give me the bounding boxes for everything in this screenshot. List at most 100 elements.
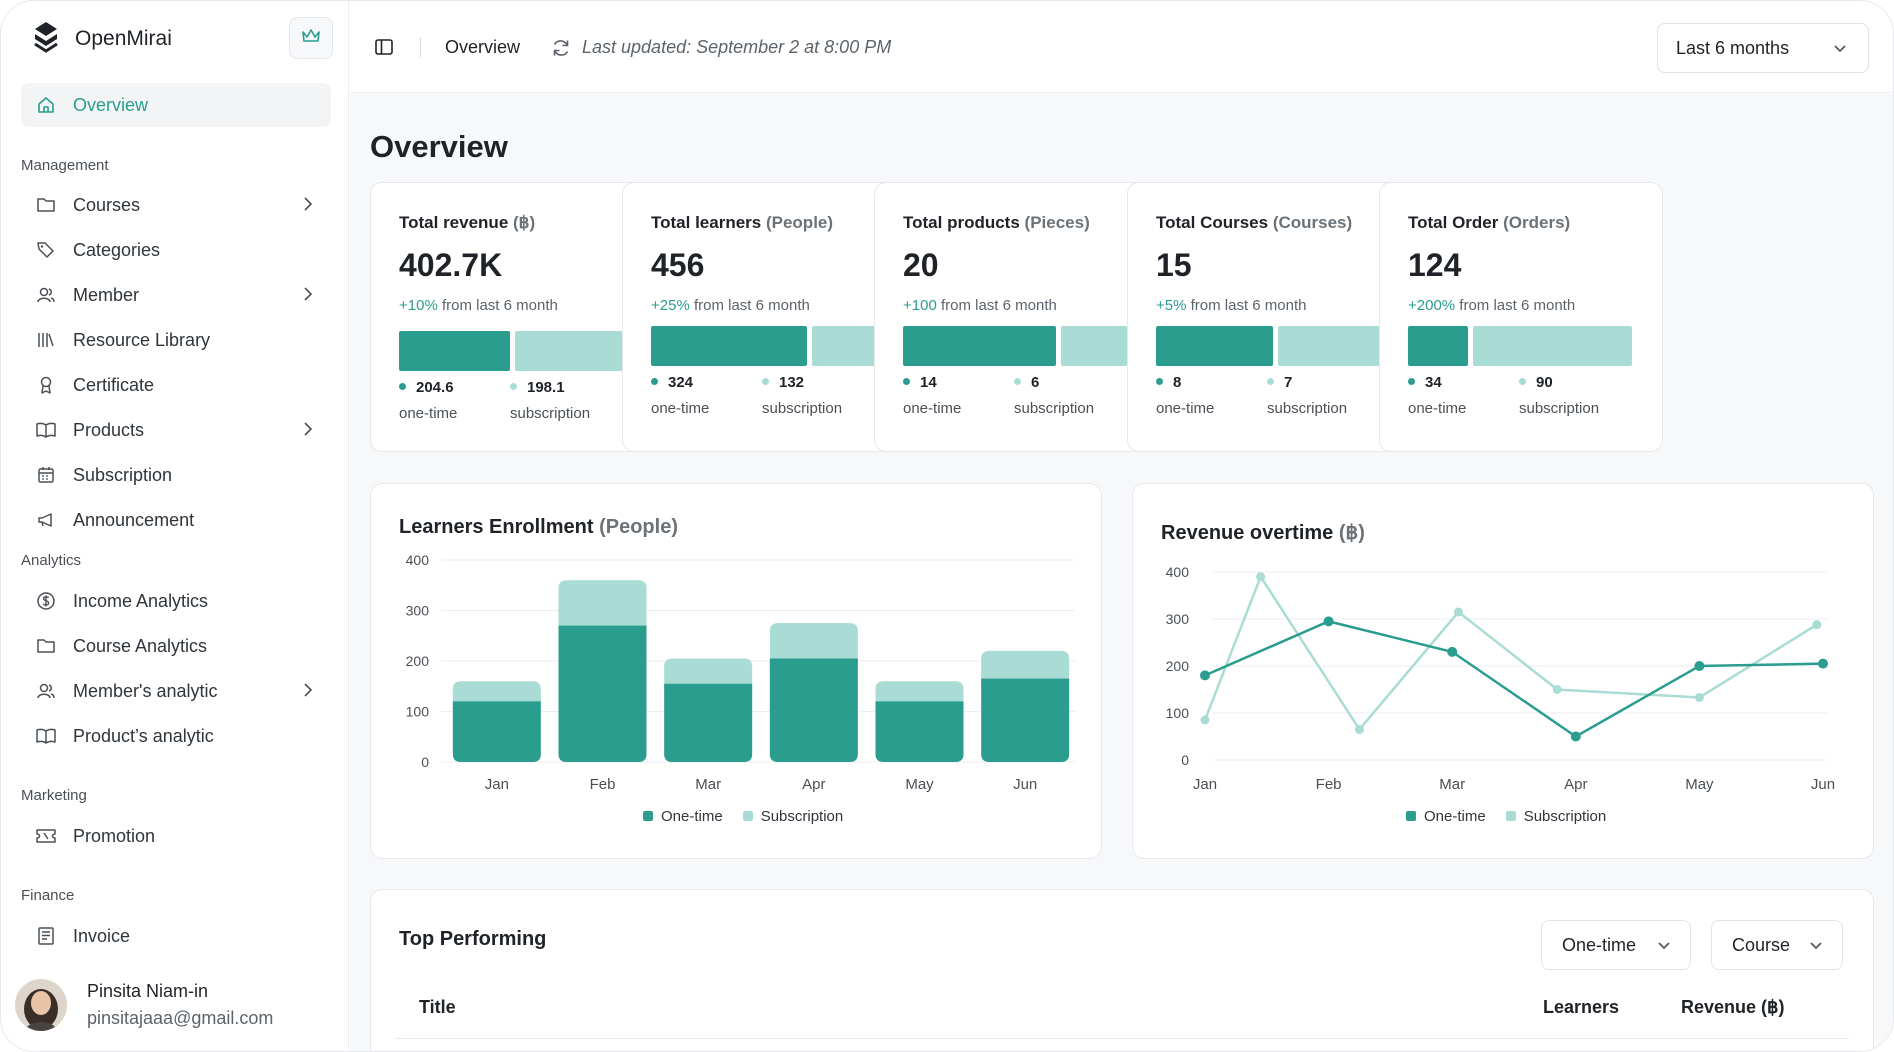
sidebar-item-certificate[interactable]: Certificate (21, 363, 331, 407)
point-subscription[interactable] (1812, 620, 1822, 630)
legend-subscription: Subscription (742, 808, 843, 825)
users-icon (35, 284, 57, 306)
section-finance: Finance (21, 887, 75, 904)
sidebar-item-overview[interactable]: Overview (21, 83, 331, 127)
sidebar-item-products[interactable]: Products (21, 408, 331, 452)
kpi-split-bar (1408, 326, 1632, 366)
refresh-icon[interactable] (550, 37, 572, 64)
sidebar-item-categories[interactable]: Categories (21, 228, 331, 272)
x-tick-label: Jan (485, 776, 509, 793)
users-icon (35, 680, 57, 702)
kpi-change-percent: +200% (1408, 297, 1456, 314)
sidebar-item-invoice[interactable]: Invoice (21, 914, 331, 958)
sidebar-item-course-analytics[interactable]: Course Analytics (21, 624, 331, 668)
divider (420, 37, 421, 57)
sidebar-item-label: Certificate (73, 374, 155, 395)
column-header-revenue[interactable]: Revenue (฿) (1681, 997, 1785, 1017)
sidebar-item-resource-library[interactable]: Resource Library (21, 318, 331, 362)
point-subscription[interactable] (1355, 724, 1364, 734)
avatar (15, 979, 67, 1031)
kpi-title: Total revenue (฿) (399, 213, 535, 233)
point-subscription[interactable] (1552, 685, 1562, 694)
sidebar-item-announcement[interactable]: Announcement (21, 498, 331, 542)
kpi-one-time-label: one-time (399, 405, 458, 422)
bar-one-time[interactable] (452, 701, 541, 762)
sidebar-item-subscription[interactable]: Subscription (21, 453, 331, 497)
chart-title: Learners Enrollment (People) (399, 516, 678, 539)
kpi-change: +100 from last 6 month (903, 297, 1057, 314)
column-header-learners[interactable]: Learners (1543, 997, 1620, 1017)
brand[interactable]: OpenMirai (29, 19, 172, 59)
top-performing-card: Top Performing One-time Course Title Lea… (370, 889, 1874, 1051)
point-one-time[interactable] (1694, 661, 1705, 671)
tag-icon (35, 239, 57, 261)
point-subscription[interactable] (1694, 692, 1704, 702)
bar-subscription[interactable] (769, 623, 858, 667)
kpi-legend-one-time: 8 one-time (1156, 374, 1214, 417)
sidebar-item-courses[interactable]: Courses (21, 183, 331, 227)
folder-icon (35, 635, 57, 657)
user-profile[interactable]: Pinsita Niam-in pinsitajaaa@gmail.com (15, 979, 273, 1031)
kpi-title-unit: (Courses) (1272, 213, 1353, 232)
date-range-select[interactable]: Last 6 months (1657, 23, 1869, 73)
point-subscription[interactable] (1200, 715, 1210, 725)
kpi-value: 15 (1156, 247, 1192, 283)
sidebar-item-products-analytic[interactable]: Product’s analytic (21, 714, 331, 758)
sidebar-item-income-analytics[interactable]: Income Analytics (21, 579, 331, 623)
kpi-one-time-value: 204.6 (416, 379, 454, 396)
user-email: pinsitajaaa@gmail.com (87, 1008, 274, 1028)
total-learners-card: Total learners (People) 456 +25% from last… (622, 182, 906, 452)
revenue-overtime-card: Revenue overtime (฿) 0 100 200 300 400 Jan Feb… (1132, 483, 1874, 859)
sidebar-item-label: Overview (73, 94, 149, 115)
point-subscription[interactable] (1256, 572, 1266, 582)
kpi-change: +25% from last 6 month (651, 297, 810, 314)
kind-filter-select[interactable]: Course (1711, 920, 1843, 970)
bar-one-time[interactable] (769, 658, 858, 762)
bar-one-time[interactable] (558, 625, 647, 762)
kpi-legend-subscription: 90 subscription (1519, 374, 1599, 417)
bar-subscription[interactable] (664, 658, 753, 692)
point-subscription[interactable] (1453, 607, 1463, 617)
dollar-circle-icon (35, 590, 57, 612)
kpi-legend-one-time: 204.6 one-time (399, 379, 457, 422)
type-filter-select[interactable]: One-time (1541, 920, 1691, 970)
sidebar-item-promotion[interactable]: Promotion (21, 814, 331, 858)
bar-one-time[interactable] (981, 678, 1070, 762)
chevron-down-icon (1656, 937, 1672, 958)
x-tick-label: May (1685, 776, 1714, 793)
ticket-icon (35, 825, 57, 847)
bar-one-time[interactable] (875, 701, 964, 762)
kpi-bar-one-time (399, 331, 510, 371)
bar-subscription[interactable] (558, 580, 647, 634)
sidebar-toggle-icon[interactable] (374, 37, 394, 62)
point-one-time[interactable] (1323, 616, 1334, 627)
main-content: Overview Total revenue (฿) 402.7K +10% fro… (350, 94, 1893, 1051)
kpi-title-unit: (฿) (513, 213, 536, 232)
kpi-change-text: from last 6 month (1186, 297, 1307, 314)
x-tick-label: Jun (1013, 776, 1037, 793)
column-header-title[interactable]: Title (419, 997, 456, 1017)
kpi-value: 402.7K (399, 247, 503, 283)
y-tick-label: 0 (421, 754, 429, 770)
legend-one-time: One-time (643, 808, 723, 825)
point-one-time[interactable] (1447, 646, 1458, 657)
x-tick-label: Feb (1316, 776, 1342, 793)
chart-title: Revenue overtime (฿) (1161, 520, 1365, 545)
sidebar-item-member[interactable]: Member (21, 273, 331, 317)
upgrade-button[interactable] (289, 17, 333, 59)
section-analytics: Analytics (21, 552, 82, 569)
x-tick-label: May (905, 776, 934, 793)
point-one-time[interactable] (1200, 670, 1210, 681)
x-tick-label: Jan (1193, 776, 1217, 793)
calendar-icon (35, 464, 57, 486)
point-one-time[interactable] (1570, 731, 1581, 742)
sidebar-item-members-analytic[interactable]: Member's analytic (21, 669, 331, 713)
brand-name: OpenMirai (75, 27, 172, 50)
kpi-title-text: Total Courses (1156, 213, 1269, 232)
x-tick-label: Feb (590, 776, 616, 793)
kpi-legend-subscription: 7 subscription (1267, 374, 1347, 417)
home-icon (35, 94, 57, 116)
bar-subscription[interactable] (981, 650, 1070, 687)
bar-one-time[interactable] (664, 683, 753, 762)
point-one-time[interactable] (1818, 658, 1828, 669)
